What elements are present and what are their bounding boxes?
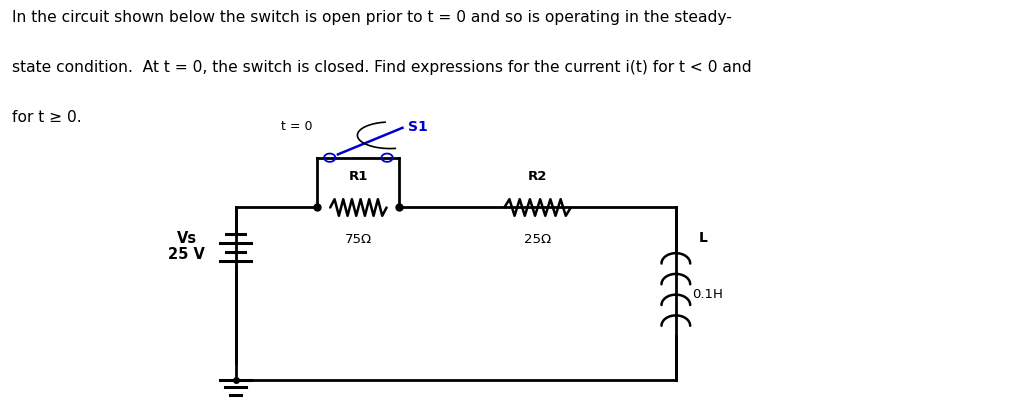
Text: state condition.  At t = 0, the switch is closed. Find expressions for the curre: state condition. At t = 0, the switch is…	[12, 60, 752, 75]
Text: for t ≥ 0.: for t ≥ 0.	[12, 110, 82, 125]
Text: 0.1H: 0.1H	[692, 288, 723, 301]
Text: Vs: Vs	[176, 231, 197, 246]
Text: 75Ω: 75Ω	[345, 233, 372, 246]
Text: S1: S1	[408, 120, 427, 134]
Text: 25 V: 25 V	[168, 247, 205, 262]
Text: In the circuit shown below the switch is open prior to t = 0 and so is operating: In the circuit shown below the switch is…	[12, 10, 732, 25]
Text: t = 0: t = 0	[281, 120, 312, 133]
Text: R2: R2	[528, 170, 547, 183]
Text: R1: R1	[349, 170, 368, 183]
Text: 25Ω: 25Ω	[524, 233, 551, 246]
Text: L: L	[698, 231, 708, 245]
